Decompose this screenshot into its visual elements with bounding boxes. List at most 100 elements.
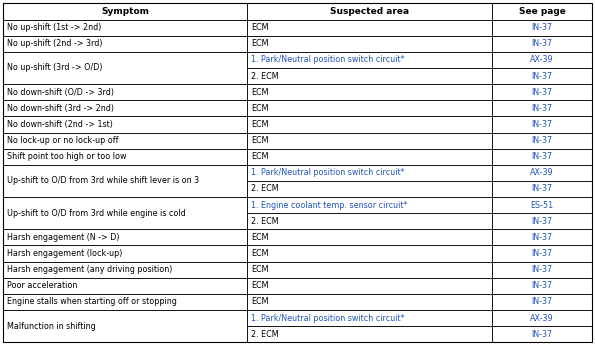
- Bar: [248, 294, 492, 310]
- Bar: [248, 3, 492, 20]
- Bar: [248, 246, 492, 261]
- Text: IN-37: IN-37: [531, 152, 553, 161]
- Bar: [492, 278, 592, 294]
- Text: ECM: ECM: [251, 136, 268, 145]
- Text: IN-37: IN-37: [531, 217, 553, 226]
- Bar: [248, 36, 492, 52]
- Bar: [248, 165, 492, 181]
- Text: Engine stalls when starting off or stopping: Engine stalls when starting off or stopp…: [7, 298, 177, 307]
- Text: IN-37: IN-37: [531, 104, 553, 113]
- Bar: [248, 68, 492, 84]
- Text: Suspected area: Suspected area: [330, 7, 409, 16]
- Text: No down-shift (3rd -> 2nd): No down-shift (3rd -> 2nd): [7, 104, 114, 113]
- Text: No up-shift (3rd -> O/D): No up-shift (3rd -> O/D): [7, 64, 102, 73]
- Bar: [3, 116, 248, 132]
- Text: No lock-up or no lock-up off: No lock-up or no lock-up off: [7, 136, 118, 145]
- Bar: [492, 181, 592, 197]
- Bar: [3, 36, 248, 52]
- Bar: [3, 246, 248, 261]
- Text: No up-shift (2nd -> 3rd): No up-shift (2nd -> 3rd): [7, 39, 102, 48]
- Bar: [492, 229, 592, 246]
- Text: ECM: ECM: [251, 281, 268, 290]
- Text: AX-39: AX-39: [530, 168, 554, 178]
- Bar: [492, 116, 592, 132]
- Bar: [248, 149, 492, 165]
- Text: IN-37: IN-37: [531, 120, 553, 129]
- Bar: [248, 116, 492, 132]
- Bar: [248, 20, 492, 36]
- Text: ECM: ECM: [251, 88, 268, 97]
- Text: IN-37: IN-37: [531, 39, 553, 48]
- Bar: [492, 20, 592, 36]
- Text: IN-37: IN-37: [531, 23, 553, 32]
- Bar: [492, 52, 592, 68]
- Bar: [3, 310, 248, 342]
- Bar: [3, 165, 248, 197]
- Text: 2. ECM: 2. ECM: [251, 330, 278, 339]
- Text: ECM: ECM: [251, 120, 268, 129]
- Bar: [3, 149, 248, 165]
- Bar: [492, 294, 592, 310]
- Text: 2. ECM: 2. ECM: [251, 184, 278, 193]
- Bar: [492, 310, 592, 326]
- Text: Harsh engagement (any driving position): Harsh engagement (any driving position): [7, 265, 172, 274]
- Bar: [3, 278, 248, 294]
- Text: Poor acceleration: Poor acceleration: [7, 281, 77, 290]
- Bar: [248, 181, 492, 197]
- Bar: [3, 3, 248, 20]
- Text: ECM: ECM: [251, 265, 268, 274]
- Bar: [492, 197, 592, 213]
- Bar: [248, 132, 492, 149]
- Bar: [3, 261, 248, 278]
- Bar: [248, 100, 492, 116]
- Bar: [3, 52, 248, 84]
- Bar: [3, 20, 248, 36]
- Bar: [248, 278, 492, 294]
- Bar: [492, 100, 592, 116]
- Text: No up-shift (1st -> 2nd): No up-shift (1st -> 2nd): [7, 23, 101, 32]
- Bar: [492, 68, 592, 84]
- Text: IN-37: IN-37: [531, 249, 553, 258]
- Bar: [3, 84, 248, 100]
- Bar: [248, 310, 492, 326]
- Text: Up-shift to O/D from 3rd while shift lever is on 3: Up-shift to O/D from 3rd while shift lev…: [7, 176, 199, 185]
- Text: Malfunction in shifting: Malfunction in shifting: [7, 322, 95, 331]
- Bar: [492, 165, 592, 181]
- Text: ECM: ECM: [251, 39, 268, 48]
- Bar: [248, 213, 492, 229]
- Bar: [248, 197, 492, 213]
- Bar: [492, 326, 592, 342]
- Bar: [248, 326, 492, 342]
- Text: 1. Park/Neutral position switch circuit*: 1. Park/Neutral position switch circuit*: [251, 168, 405, 178]
- Bar: [248, 261, 492, 278]
- Bar: [492, 149, 592, 165]
- Text: IN-37: IN-37: [531, 72, 553, 80]
- Text: No down-shift (2nd -> 1st): No down-shift (2nd -> 1st): [7, 120, 112, 129]
- Text: IN-37: IN-37: [531, 184, 553, 193]
- Text: Shift point too high or too low: Shift point too high or too low: [7, 152, 126, 161]
- Text: Harsh engagement (N -> D): Harsh engagement (N -> D): [7, 233, 119, 242]
- Bar: [3, 294, 248, 310]
- Bar: [492, 213, 592, 229]
- Text: 1. Engine coolant temp. sensor circuit*: 1. Engine coolant temp. sensor circuit*: [251, 201, 408, 209]
- Bar: [492, 246, 592, 261]
- Text: IN-37: IN-37: [531, 281, 553, 290]
- Text: No down-shift (O/D -> 3rd): No down-shift (O/D -> 3rd): [7, 88, 114, 97]
- Bar: [492, 3, 592, 20]
- Bar: [492, 84, 592, 100]
- Text: ECM: ECM: [251, 23, 268, 32]
- Text: ECM: ECM: [251, 104, 268, 113]
- Bar: [248, 84, 492, 100]
- Text: 1. Park/Neutral position switch circuit*: 1. Park/Neutral position switch circuit*: [251, 55, 405, 64]
- Bar: [492, 36, 592, 52]
- Bar: [248, 229, 492, 246]
- Bar: [3, 197, 248, 229]
- Text: AX-39: AX-39: [530, 314, 554, 323]
- Bar: [3, 100, 248, 116]
- Bar: [492, 261, 592, 278]
- Text: ECM: ECM: [251, 249, 268, 258]
- Text: IN-37: IN-37: [531, 298, 553, 307]
- Bar: [3, 229, 248, 246]
- Bar: [3, 132, 248, 149]
- Text: 1. Park/Neutral position switch circuit*: 1. Park/Neutral position switch circuit*: [251, 314, 405, 323]
